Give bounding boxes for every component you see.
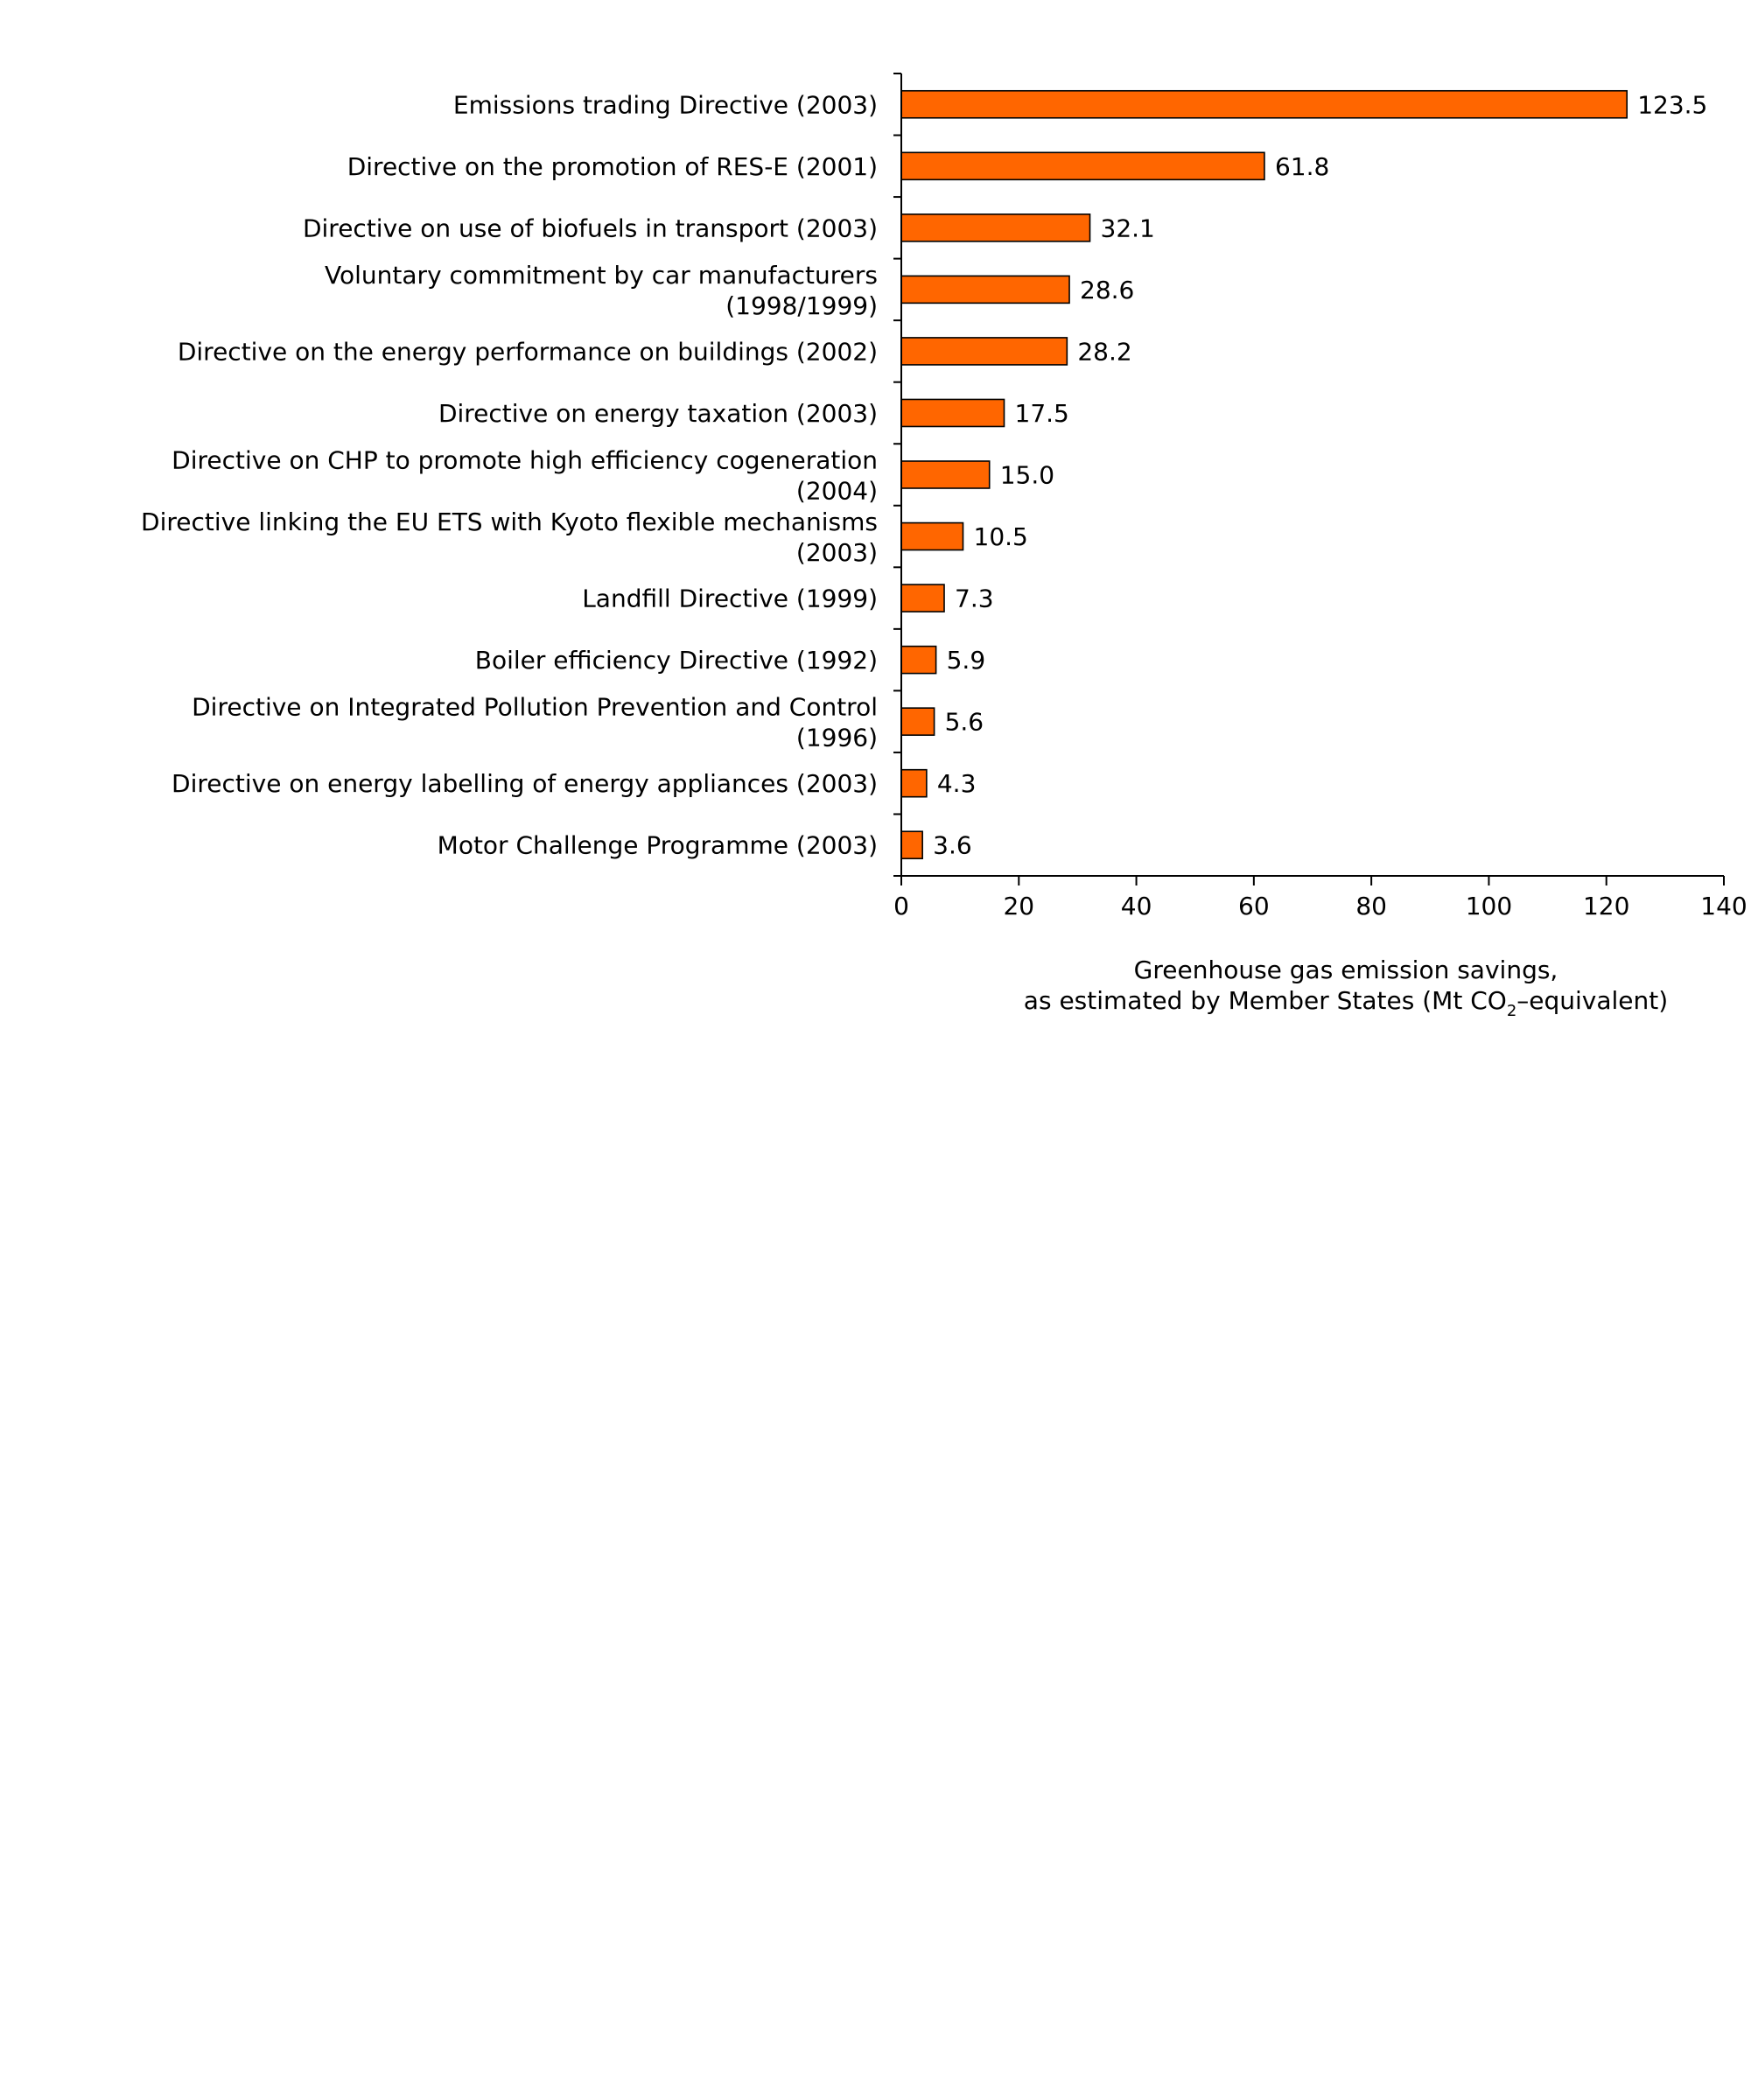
category-label: (2004) <box>796 477 878 506</box>
data-label: 3.6 <box>933 831 972 860</box>
category-label: Directive on the promotion of RES-E (200… <box>347 152 878 181</box>
data-label: 5.6 <box>945 708 984 737</box>
data-label: 4.3 <box>937 769 977 798</box>
category-label: Motor Challenge Programme (2003) <box>438 831 878 860</box>
bar <box>900 768 928 798</box>
bar <box>900 522 964 551</box>
x-tick-label: 140 <box>1700 892 1747 920</box>
x-axis-label: Greenhouse gas emission savings, as esti… <box>1024 956 1668 1020</box>
x-axis-label-line2: as estimated by Member States (Mt CO2–eq… <box>1024 986 1668 1020</box>
bar-chart: 123.5 Emissions trading Directive (2003) 6… <box>141 73 1747 1020</box>
category-label: Directive on Integrated Pollution Preven… <box>192 693 878 722</box>
category-label: Directive on use of biofuels in transpor… <box>303 214 878 242</box>
data-label: 5.9 <box>947 646 986 675</box>
category-label: (1996) <box>796 724 878 752</box>
data-label: 123.5 <box>1637 90 1707 119</box>
data-label: 28.2 <box>1077 337 1131 366</box>
bar <box>900 584 945 612</box>
data-label: 10.5 <box>974 522 1028 551</box>
axes-layer <box>893 73 1725 886</box>
category-label: Directive on CHP to promote high efficie… <box>172 446 878 475</box>
bar <box>900 645 937 675</box>
bars-layer <box>900 89 1628 860</box>
bar <box>900 275 1070 304</box>
x-axis-label-line2-post: –equivalent) <box>1516 986 1668 1015</box>
data-label: 28.6 <box>1080 276 1134 304</box>
chart: 123.5 Emissions trading Directive (2003) 6… <box>141 73 1747 1020</box>
x-tick-label: 120 <box>1583 892 1629 920</box>
category-label: Directive on energy taxation (2003) <box>438 399 878 428</box>
data-label: 7.3 <box>955 584 994 613</box>
data-label: 61.8 <box>1275 152 1329 181</box>
x-tick-label: 40 <box>1121 892 1152 920</box>
category-label: Boiler efficiency Directive (1992) <box>475 646 878 675</box>
category-label: (1998/1999) <box>725 291 878 320</box>
category-label: Emissions trading Directive (2003) <box>453 90 878 119</box>
x-tick-label: 100 <box>1466 892 1512 920</box>
data-label: 15.0 <box>1000 461 1054 490</box>
bar <box>900 151 1265 181</box>
bar <box>900 830 923 860</box>
bar <box>900 707 935 736</box>
x-tick-label: 0 <box>893 892 909 920</box>
category-label: Directive on the energy performance on b… <box>178 337 878 366</box>
bar <box>900 214 1091 242</box>
x-axis-label-subscript: 2 <box>1507 1002 1516 1020</box>
data-label: 32.1 <box>1101 214 1155 242</box>
category-label: Directive linking the EU ETS with Kyoto … <box>141 508 878 536</box>
category-label: Landfill Directive (1999) <box>582 584 878 613</box>
category-label: Directive on energy labelling of energy … <box>172 769 878 798</box>
category-label: (2003) <box>796 538 878 567</box>
x-axis-label-line2-pre: as estimated by Member States (Mt CO <box>1024 986 1507 1015</box>
bar <box>900 89 1628 119</box>
labels-layer: 123.5 Emissions trading Directive (2003) 6… <box>141 90 1747 920</box>
bar <box>900 460 991 489</box>
x-tick-label: 60 <box>1238 892 1270 920</box>
bar <box>900 398 1005 428</box>
category-label: Voluntary commitment by car manufacturer… <box>325 261 878 290</box>
x-tick-label: 80 <box>1355 892 1387 920</box>
bar <box>900 337 1068 366</box>
x-axis-label-line1: Greenhouse gas emission savings, <box>1134 956 1558 984</box>
data-label: 17.5 <box>1015 399 1069 428</box>
x-tick-label: 20 <box>1003 892 1034 920</box>
